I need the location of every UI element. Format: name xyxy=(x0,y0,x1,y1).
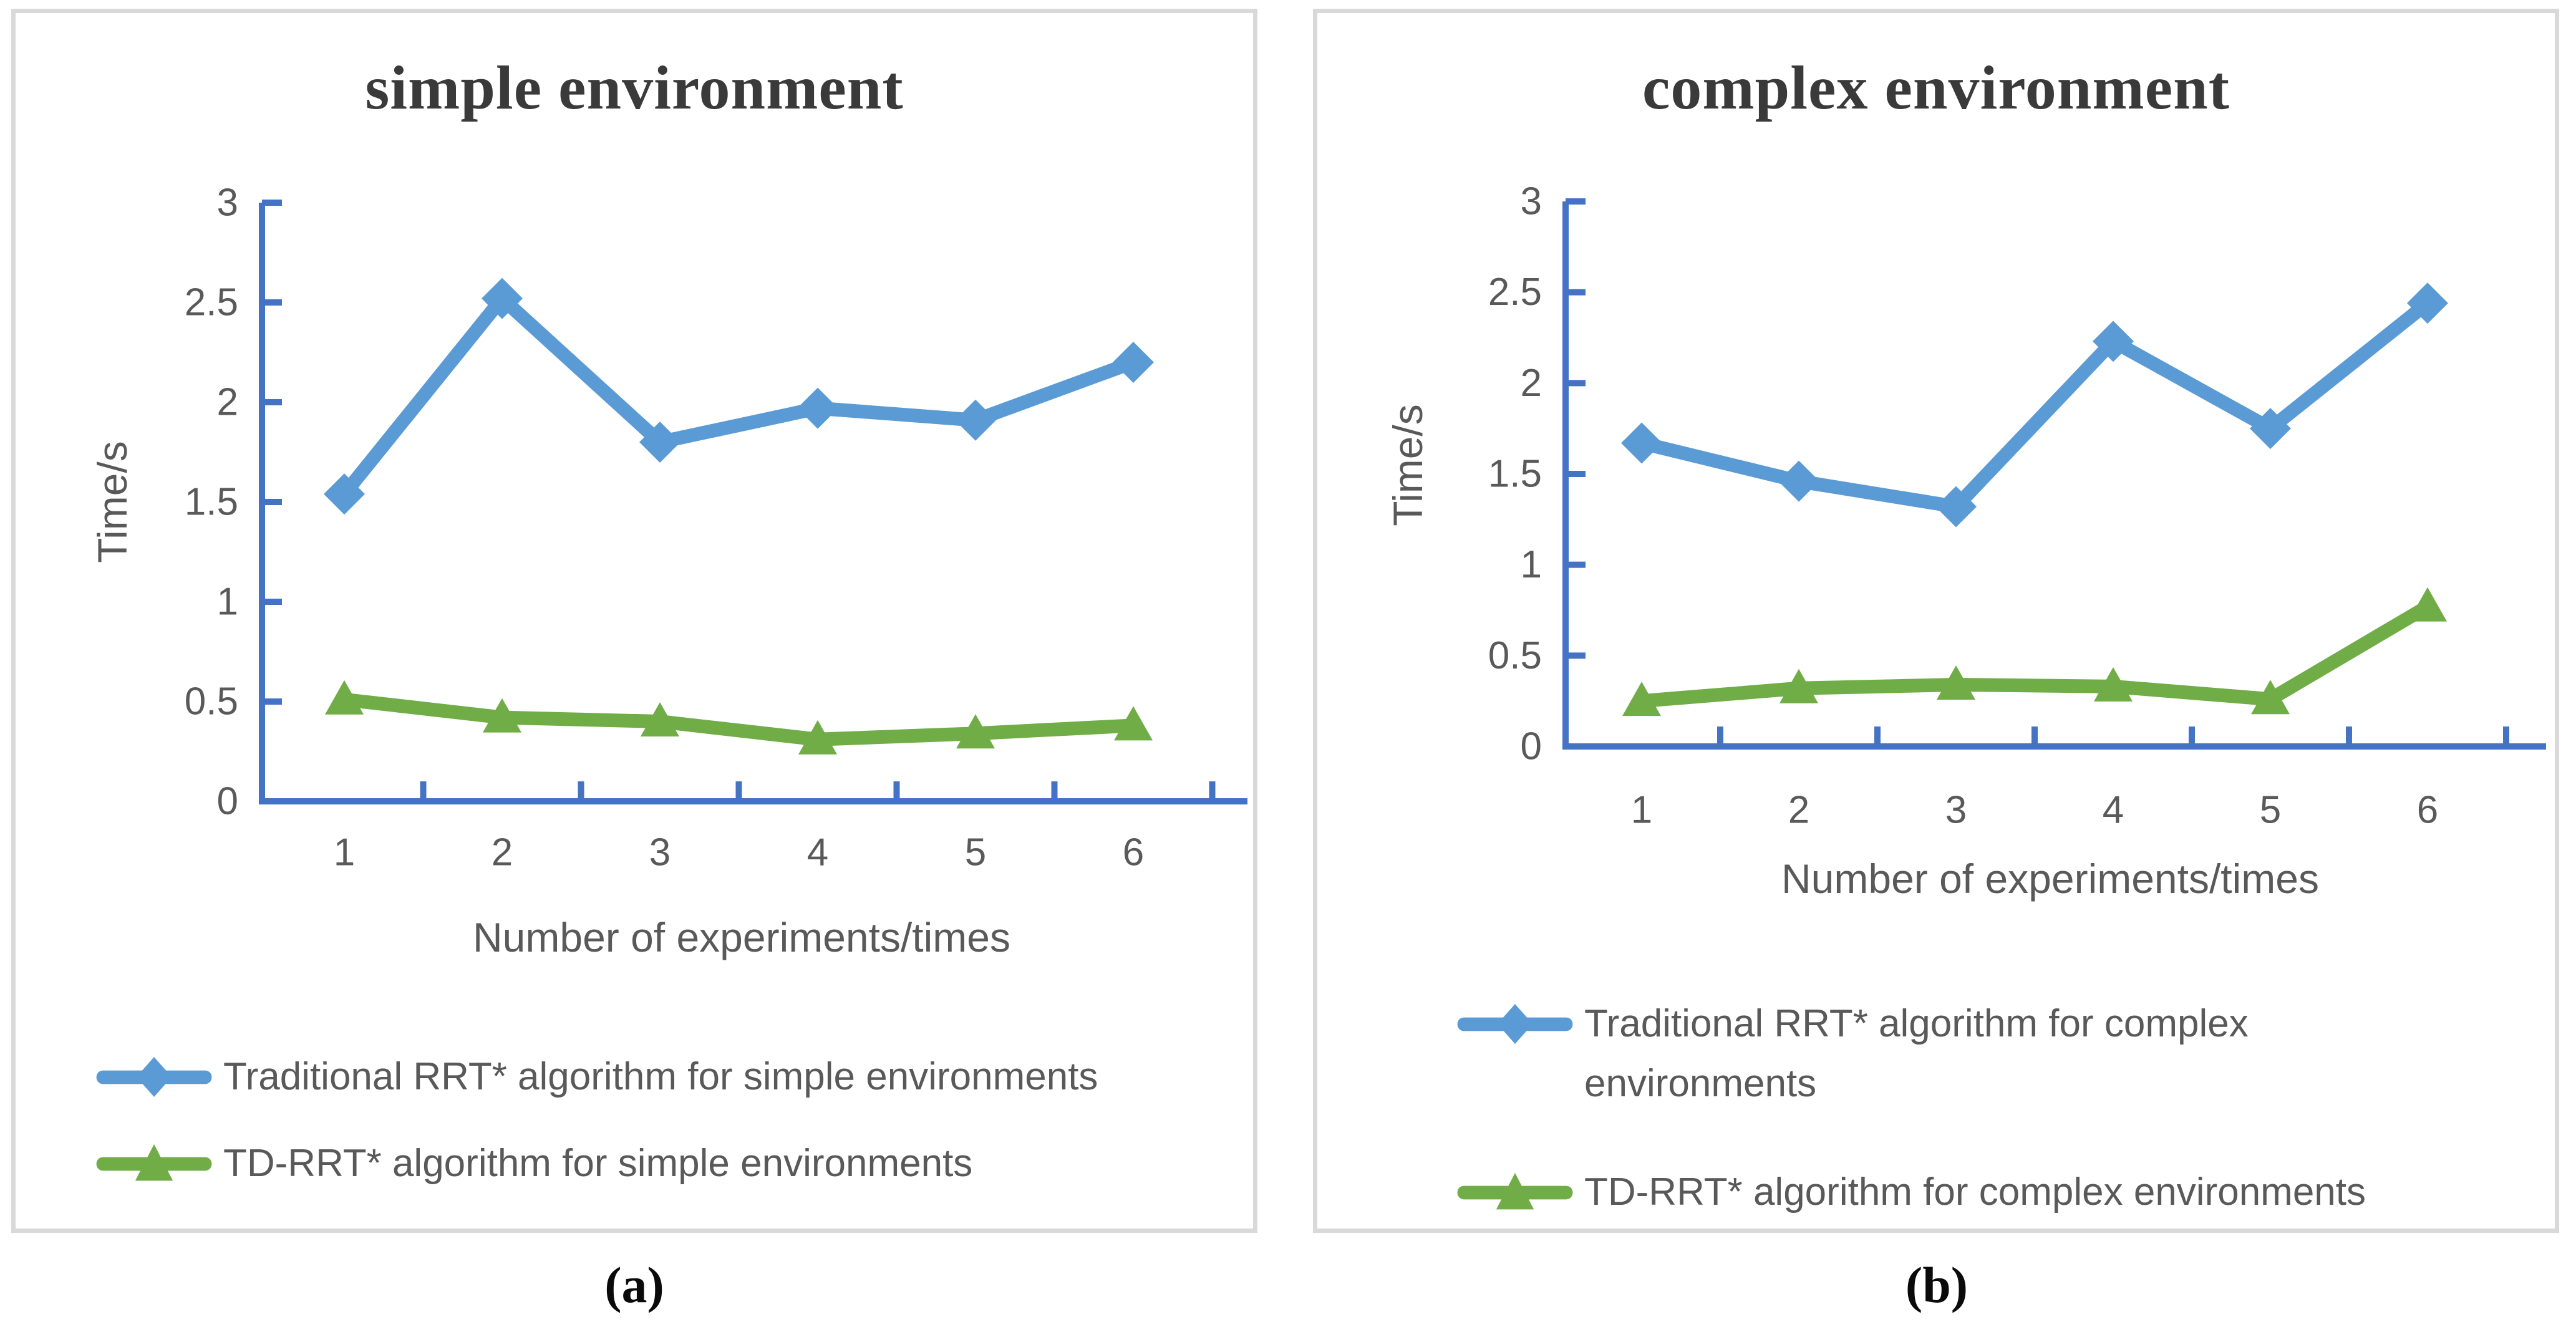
y-tick-label: 2.5 xyxy=(1488,271,1542,314)
y-tick-label: 0.5 xyxy=(185,680,238,723)
y-tick-label: 1 xyxy=(1521,543,1542,586)
x-tick-label: 6 xyxy=(2417,789,2438,832)
x-tick-label: 1 xyxy=(334,831,355,874)
diamond-marker xyxy=(2250,408,2291,450)
legend-entry-td-rrt: TD-RRT* algorithm for simple environment… xyxy=(95,1134,972,1194)
blue-diamond-line-icon xyxy=(96,1056,212,1098)
diamond-marker xyxy=(482,278,523,319)
diamond-marker xyxy=(324,473,365,515)
legend-label: Traditional RRT* algorithm for simple en… xyxy=(223,1055,1098,1098)
diamond-marker xyxy=(1935,486,1977,528)
triangle-marker xyxy=(1114,706,1153,741)
y-axis-label: Time/s xyxy=(1385,404,1431,526)
legend-entry-td-rrt: TD-RRT* algorithm for complex environmen… xyxy=(1456,1162,2366,1222)
y-tick-label: 2.5 xyxy=(185,281,238,324)
x-tick-label: 2 xyxy=(1788,789,1809,832)
legend-entry-traditional-rrt: Traditional RRT* algorithm for complex e… xyxy=(1456,994,2433,1114)
triangle-marker xyxy=(956,714,995,749)
diamond-marker xyxy=(1621,422,1662,464)
y-tick-label: 0 xyxy=(1521,725,1542,768)
legend-label: Traditional RRT* algorithm for complex e… xyxy=(1584,1002,2249,1105)
x-tick-label: 1 xyxy=(1631,789,1652,832)
y-tick-label: 1.5 xyxy=(185,481,238,524)
diamond-marker xyxy=(1113,342,1154,383)
y-tick-label: 1 xyxy=(217,581,238,624)
x-axis-label: Number of experiments/times xyxy=(473,914,1010,960)
legend-entry-traditional-rrt: Traditional RRT* algorithm for simple en… xyxy=(95,1047,1098,1107)
y-axis-label: Time/s xyxy=(89,441,135,563)
panel-simple-environment: simple environment 0 0.5 1 1.5 2 2.5 3 1 2 3 4 5 6 T… xyxy=(11,9,1257,1233)
triangle-marker xyxy=(1937,665,1975,700)
legend-label: TD-RRT* algorithm for complex environmen… xyxy=(1584,1170,2366,1214)
triangle-marker xyxy=(2408,587,2447,622)
x-tick-label: 5 xyxy=(965,831,986,874)
green-triangle-line-icon xyxy=(1457,1172,1573,1210)
chart-title: simple environment xyxy=(365,53,904,122)
x-tick-label: 5 xyxy=(2260,789,2281,832)
triangle-marker xyxy=(1779,668,1818,703)
y-tick-label: 1.5 xyxy=(1488,453,1542,496)
series-line-triangle xyxy=(337,692,1140,746)
line-chart-complex: 0 0.5 1 1.5 2 2.5 3 1 2 3 4 5 6 xyxy=(1488,180,2546,832)
diamond-marker xyxy=(955,399,996,441)
legend-label: TD-RRT* algorithm for simple environment… xyxy=(223,1142,973,1185)
triangle-marker xyxy=(798,720,837,755)
series-line-diamond xyxy=(1635,296,2434,514)
triangle-marker xyxy=(1622,682,1661,717)
series-line-triangle xyxy=(1635,599,2434,708)
diamond-marker xyxy=(2407,282,2448,324)
figure-sublabel-a: (a) xyxy=(604,1257,664,1313)
triangle-marker xyxy=(2251,680,2290,715)
x-tick-label: 3 xyxy=(649,831,671,874)
figure-sublabel-b: (b) xyxy=(1905,1257,1968,1313)
triangle-marker xyxy=(325,680,364,715)
y-tick-label: 2 xyxy=(217,381,238,424)
x-axis-label: Number of experiments/times xyxy=(1781,856,2319,902)
x-tick-label: 2 xyxy=(491,831,513,874)
diamond-marker xyxy=(1778,460,1819,502)
y-tick-label: 0.5 xyxy=(1488,634,1542,677)
blue-diamond-line-icon xyxy=(1457,1003,1573,1045)
chart-title: complex environment xyxy=(1642,53,2230,122)
panel-complex-environment: complex environment 0 0.5 1 1.5 2 2.5 3 1 2 3 4 5 6 … xyxy=(1313,9,2559,1233)
diamond-marker xyxy=(639,422,680,463)
series-line-diamond xyxy=(337,291,1140,501)
line-chart-simple: 0 0.5 1 1.5 2 2.5 3 1 2 3 4 5 6 xyxy=(185,181,1247,874)
y-tick-label: 0 xyxy=(217,780,238,823)
diamond-marker xyxy=(2093,321,2134,362)
diamond-marker xyxy=(797,387,838,429)
x-tick-label: 3 xyxy=(1945,789,1967,832)
green-triangle-line-icon xyxy=(96,1144,212,1181)
y-tick-label: 3 xyxy=(1521,180,1542,223)
triangle-marker xyxy=(2094,667,2133,702)
x-tick-label: 4 xyxy=(807,831,828,874)
x-tick-label: 6 xyxy=(1123,831,1144,874)
y-tick-label: 3 xyxy=(217,181,238,224)
triangle-marker xyxy=(641,702,679,736)
x-tick-label: 4 xyxy=(2103,789,2124,832)
triangle-marker xyxy=(483,698,521,733)
y-tick-label: 2 xyxy=(1521,362,1542,405)
